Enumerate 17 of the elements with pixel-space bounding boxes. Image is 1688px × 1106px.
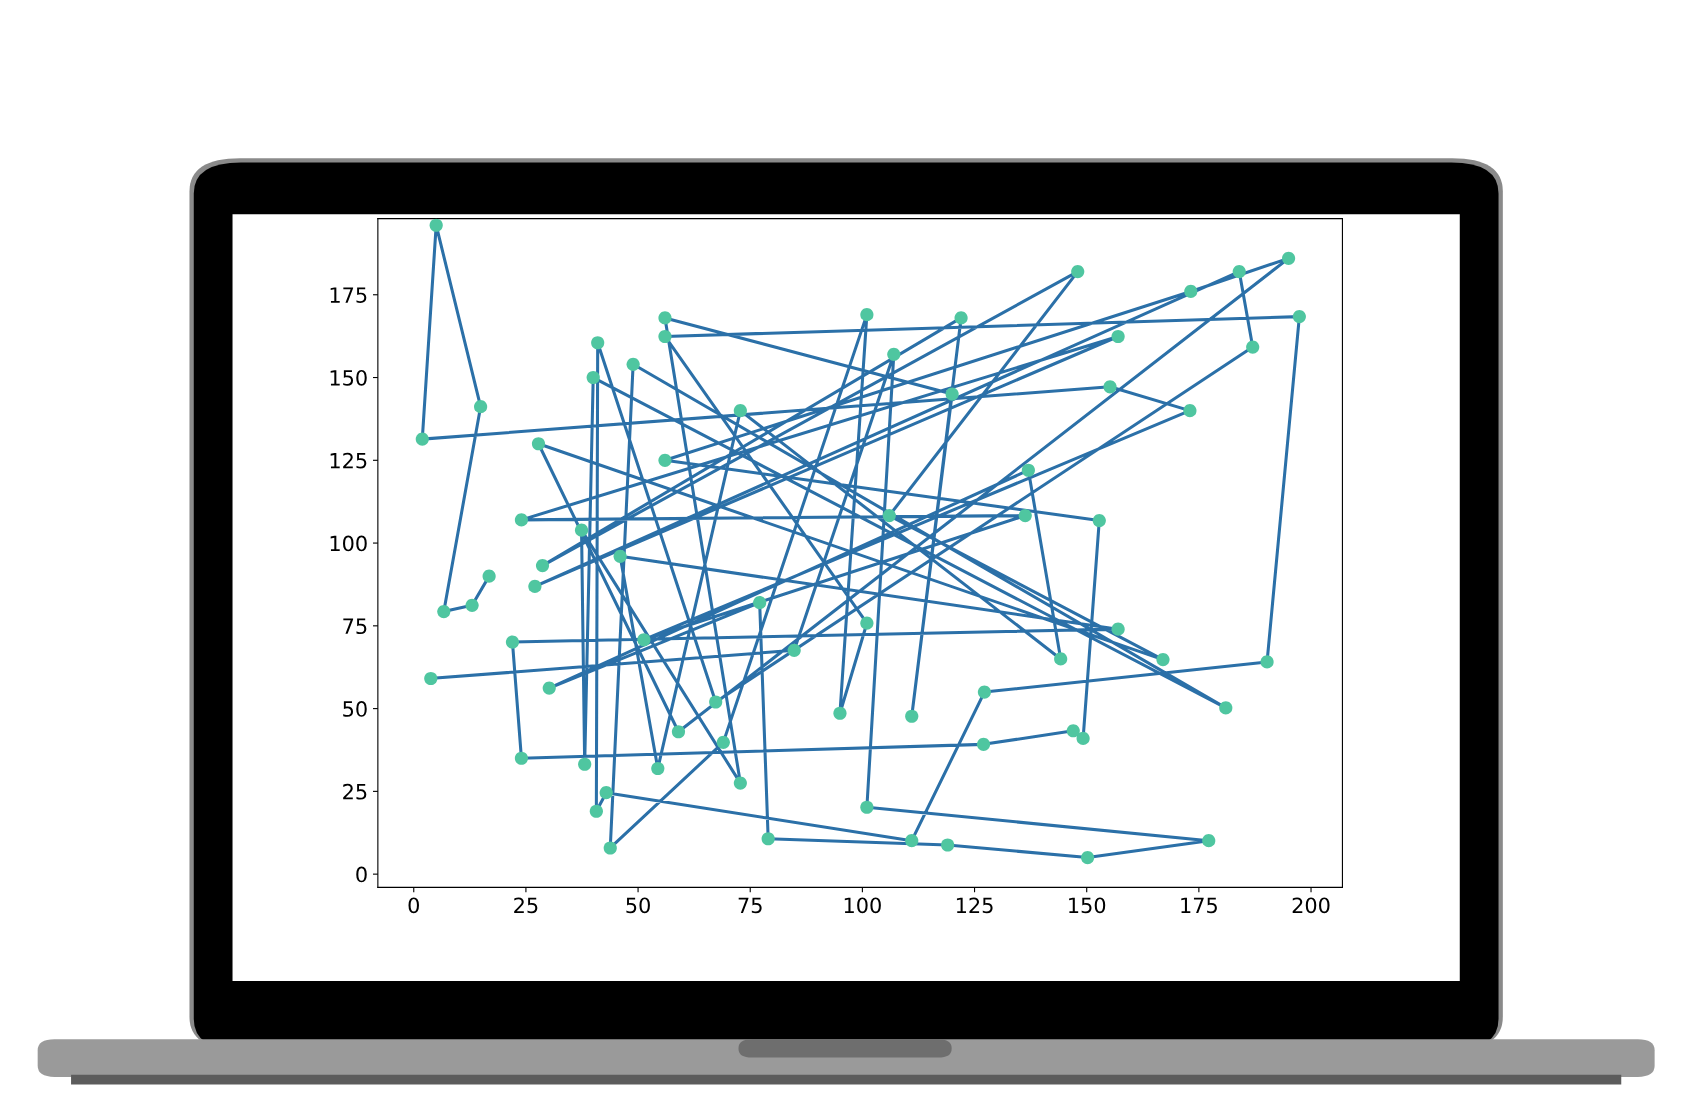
- y-tick-label: 100: [330, 535, 367, 552]
- y-tick-label: 0: [356, 866, 367, 883]
- x-tick-label: 100: [844, 897, 881, 914]
- y-tick-label: 75: [343, 618, 367, 635]
- x-tick-label: 0: [408, 897, 419, 914]
- x-tick-label: 50: [626, 897, 650, 914]
- x-tick-label: 200: [1292, 897, 1330, 914]
- y-tick-label: 50: [343, 701, 367, 717]
- y-tick-label: 175: [330, 287, 367, 303]
- y-tick-label: 150: [330, 369, 367, 386]
- y-tick-label: 125: [330, 452, 367, 469]
- x-tick-label: 25: [514, 897, 538, 914]
- x-tick-label: 75: [738, 897, 762, 914]
- x-tick-label: 150: [1069, 897, 1106, 914]
- y-tick-label: 25: [343, 783, 367, 800]
- x-tick-label: 125: [956, 897, 993, 914]
- x-tick-label: 175: [1181, 897, 1217, 914]
